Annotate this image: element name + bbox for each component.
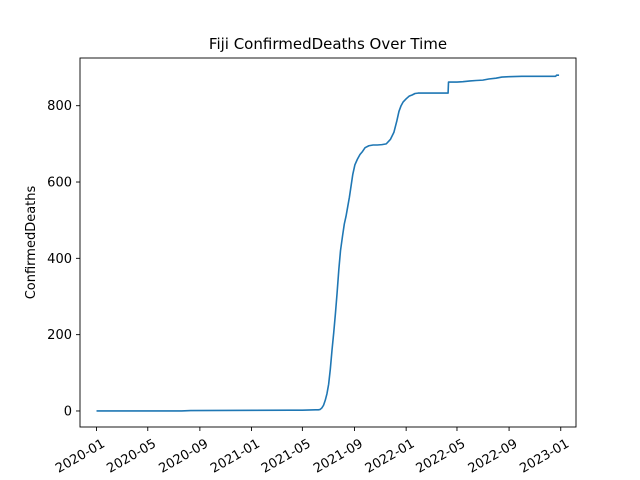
y-tick-label: 400 <box>47 252 72 267</box>
x-tick-label: 2022-01 <box>363 436 418 476</box>
y-tick-label: 800 <box>47 99 72 114</box>
y-axis: 0 200 400 600 800 <box>47 99 80 419</box>
x-tick-label: 2021-05 <box>259 436 314 476</box>
y-tick-label: 200 <box>47 328 72 343</box>
x-tick-label: 2020-09 <box>157 436 212 476</box>
y-tick-label: 600 <box>47 176 72 191</box>
x-tick-label: 2021-09 <box>311 436 366 476</box>
x-tick-label: 2023-01 <box>517 436 572 476</box>
x-tick-label: 2022-09 <box>466 436 521 476</box>
x-tick-label: 2021-01 <box>208 436 263 476</box>
x-axis: 2020-012020-052020-092021-012021-052021-… <box>53 427 572 477</box>
series-line <box>96 74 560 412</box>
x-tick-label: 2022-05 <box>414 436 469 476</box>
x-tick-label: 2020-01 <box>53 436 108 476</box>
y-axis-label: ConfirmedDeaths <box>24 185 39 299</box>
plot-area-frame <box>79 57 577 428</box>
chart-title: Fiji ConfirmedDeaths Over Time <box>209 35 447 53</box>
x-tick-label: 2020-05 <box>104 436 159 476</box>
y-tick-label: 0 <box>64 404 72 419</box>
